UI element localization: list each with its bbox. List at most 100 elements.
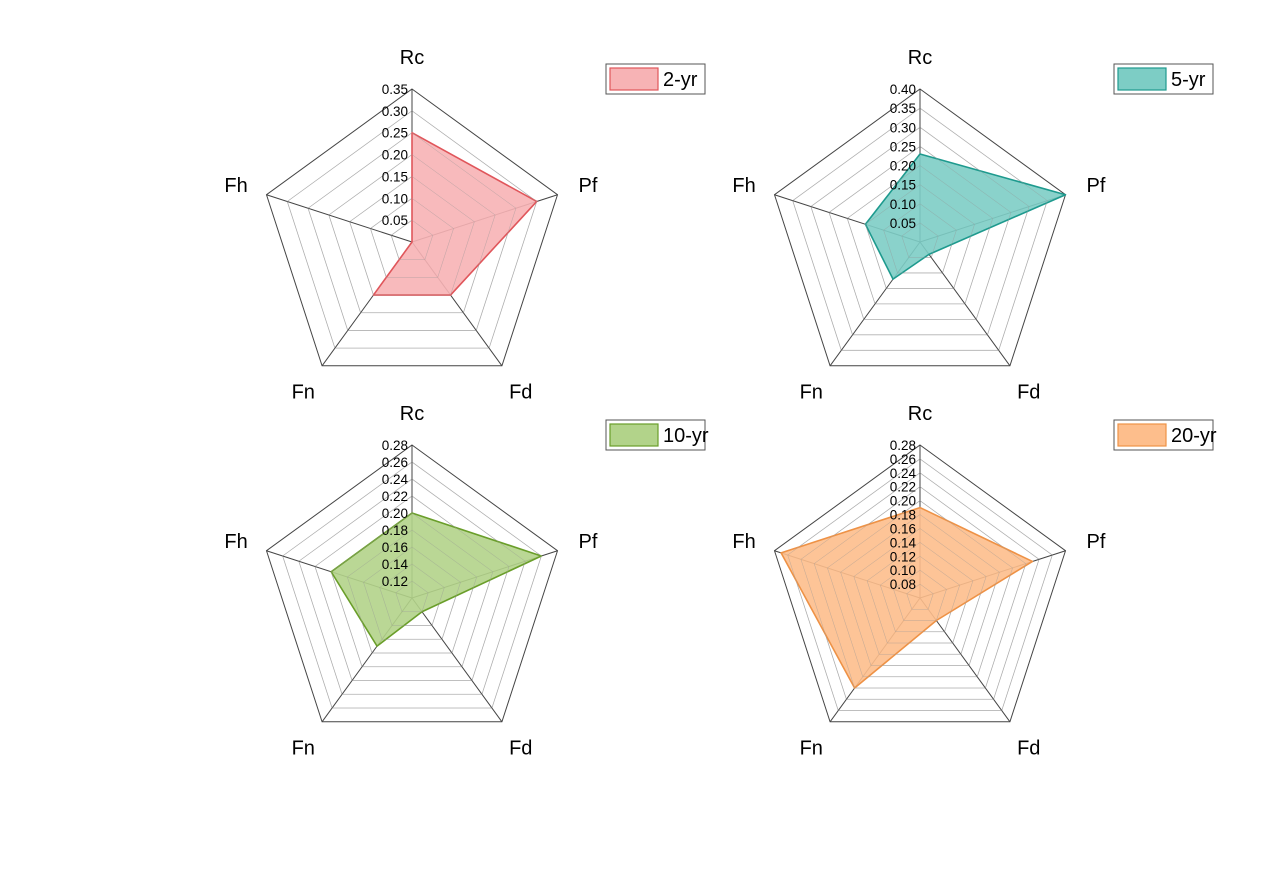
tick-label: 0.15 (890, 178, 916, 193)
tick-label: 0.10 (382, 191, 408, 206)
grid-ring-overlay (328, 154, 496, 313)
tick-label: 0.20 (890, 494, 916, 509)
grid-ring (773, 444, 1067, 723)
tick-label: 0.40 (890, 82, 916, 97)
axis-label-Pf: Pf (578, 531, 597, 553)
radar-panel-5-yr: 0.05 0.10 0.15 0.20 0.25 0.30 0.35 0.40 Rc Pf Fd Fn… (732, 47, 1214, 404)
grid-ring-overlay (840, 514, 1000, 666)
tick-label: 0.26 (890, 452, 916, 467)
axis-label-Fd: Fd (1017, 382, 1040, 404)
tick-label: 0.20 (382, 148, 408, 163)
axis-label-Pf: Pf (1086, 531, 1105, 553)
tick-label: 0.28 (890, 438, 916, 453)
tick-label: 0.12 (890, 549, 916, 564)
tick-label: 0.24 (382, 472, 409, 487)
grid-ring-overlay (846, 165, 994, 305)
tick-label: 0.30 (890, 120, 916, 135)
legend: 5-yr (1113, 63, 1214, 95)
axis-label-Fn: Fn (292, 738, 315, 760)
series-area-5-yr (864, 153, 1067, 280)
grid-ring (265, 88, 559, 367)
legend-label: 5-yr (1171, 69, 1206, 91)
tick-label: 0.25 (382, 126, 408, 141)
axis-label-Fd: Fd (509, 382, 532, 404)
tick-label: 0.16 (382, 540, 408, 555)
axis-label-Fd: Fd (1017, 738, 1040, 760)
tick-label: 0.35 (890, 101, 916, 116)
tick-label: 0.15 (382, 169, 408, 184)
grid-ring-overlay (282, 461, 542, 709)
grid-ring-overlay (880, 555, 960, 633)
grid-ring-overlay (363, 546, 461, 640)
grid-ring (773, 88, 1067, 367)
tick-label: 0.18 (382, 523, 408, 538)
grid-ring-overlay (390, 219, 434, 260)
tick-label: 0.24 (890, 466, 917, 481)
grid-ring-overlay (395, 580, 429, 613)
tick-label: 0.18 (890, 508, 916, 523)
grid-ring-overlay (787, 458, 1053, 711)
tick-label: 0.16 (890, 521, 916, 536)
axis-spoke (266, 194, 413, 243)
tick-label: 0.05 (890, 216, 916, 231)
axis-label-Fn: Fn (292, 382, 315, 404)
grid-ring-overlay (800, 472, 1040, 700)
axis-label-Rc: Rc (400, 403, 424, 425)
tick-label: 0.30 (382, 104, 408, 119)
grid-ring-overlay (901, 222, 939, 258)
axis-label-Pf: Pf (1086, 175, 1105, 197)
axis-label-Fn: Fn (800, 738, 823, 760)
tick-label: 0.35 (382, 82, 408, 97)
legend-swatch (1117, 423, 1167, 447)
grid-ring-overlay (906, 583, 934, 610)
grid-ring-overlay (883, 203, 957, 274)
tick-label: 0.28 (382, 438, 408, 453)
grid-ring-overlay (853, 528, 987, 655)
grid-ring-overlay (307, 132, 517, 331)
axis-label-Fd: Fd (509, 738, 532, 760)
legend-label: 20-yr (1171, 425, 1217, 447)
legend: 20-yr (1113, 419, 1217, 451)
axis-label-Pf: Pf (578, 175, 597, 197)
grid-ring-overlay (866, 542, 974, 644)
tick-label: 0.26 (382, 455, 408, 470)
axis-label-Fh: Fh (224, 531, 247, 553)
legend-swatch (609, 423, 659, 447)
grid-ring-overlay (827, 500, 1013, 678)
grid-ring (265, 444, 559, 723)
tick-label: 0.05 (382, 213, 408, 228)
axis-spoke (411, 597, 503, 723)
radar-panel-2-yr: 0.05 0.10 0.15 0.20 0.25 0.30 0.35 Rc Pf Fd Fn Fh 2-… (224, 47, 706, 404)
grid-ring-overlay (792, 107, 1048, 351)
grid-ring-overlay (810, 126, 1030, 336)
grid-ring-overlay (286, 110, 538, 349)
radar-panel-20-yr: 0.080.100.120.140.160.180.200.220.240.26… (732, 403, 1217, 760)
grid-ring-overlay (349, 176, 475, 296)
grid-ring-overlay (298, 478, 526, 695)
legend-swatch (609, 67, 659, 91)
axis-label-Fh: Fh (224, 175, 247, 197)
axis-label-Fh: Fh (732, 531, 755, 553)
legend: 10-yr (605, 419, 709, 451)
tick-label: 0.10 (890, 197, 916, 212)
grid-ring-overlay (314, 495, 510, 681)
legend-label: 2-yr (663, 69, 698, 91)
tick-label: 0.10 (890, 563, 916, 578)
tick-label: 0.22 (890, 480, 916, 495)
radar-panel-10-yr: 0.12 0.14 0.16 0.18 0.20 0.22 0.24 0.26 0.28 Rc Pf… (224, 403, 709, 760)
tick-label: 0.08 (890, 577, 916, 592)
grid-ring-overlay (813, 486, 1027, 689)
tick-label: 0.20 (382, 506, 408, 521)
tick-label: 0.14 (890, 535, 917, 550)
grid-ring-overlay (893, 569, 947, 621)
tick-label: 0.25 (890, 139, 916, 154)
legend-swatch (1117, 67, 1167, 91)
legend-label: 10-yr (663, 425, 709, 447)
grid-ring-overlay (347, 529, 477, 654)
legend: 2-yr (605, 63, 706, 95)
axis-label-Fn: Fn (800, 382, 823, 404)
grid-ring-overlay (828, 146, 1012, 320)
axis-label-Rc: Rc (400, 47, 424, 69)
axis-label-Rc: Rc (908, 403, 932, 425)
